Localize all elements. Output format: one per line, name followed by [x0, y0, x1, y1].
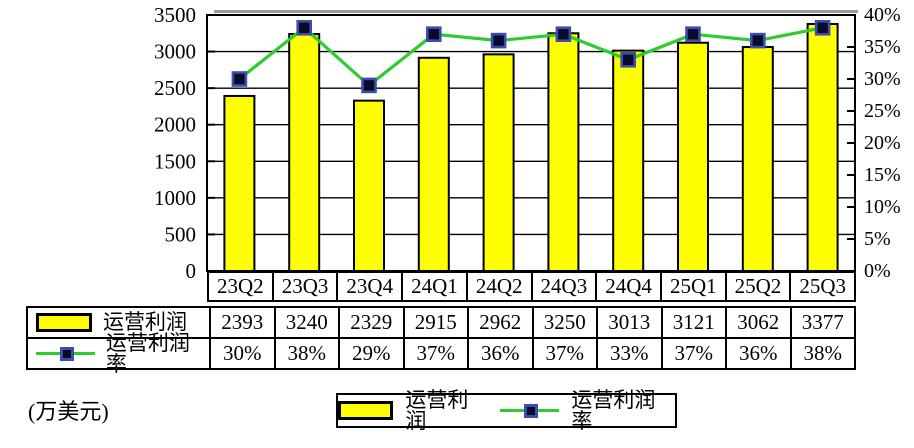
y2-axis-label: 5%	[864, 228, 891, 250]
marker	[749, 32, 766, 49]
table-row-operating-profit: 运营利润 2393 3240 2329 2915 2962 3250 3013 3121 306…	[28, 308, 854, 337]
y-axis-label: 3500	[154, 3, 196, 27]
bar	[741, 46, 774, 272]
table-row-operating-margin: 运营利润率 30% 38% 29% 37% 36% 37% 33% 37% 36% 38%	[28, 332, 854, 374]
x-axis-category-label: 23Q3	[271, 273, 337, 300]
bar-series-key-icon	[338, 401, 394, 420]
table-cell-margin: 38%	[789, 339, 855, 368]
bar	[288, 33, 321, 273]
table-cell-profit: 3062	[725, 308, 790, 337]
y2-axis-label: 20%	[864, 132, 901, 154]
y-axis-label: 1500	[154, 149, 196, 173]
table-cell-margin: 33%	[596, 339, 661, 368]
x-axis-category-label: 23Q4	[336, 273, 401, 300]
table-cell-margin: 29%	[338, 339, 403, 368]
x-axis-label-row: 23Q2 23Q3 23Q4 24Q1 24Q2 24Q3 24Q4 25Q1 25Q2 25Q3	[207, 271, 856, 302]
y-axis-label: 3000	[154, 40, 196, 64]
x-axis-category-label: 25Q3	[789, 273, 854, 300]
table-cell-profit: 2393	[209, 308, 274, 337]
marker	[814, 19, 831, 36]
x-axis-category-label: 24Q1	[401, 273, 466, 300]
y-axis-label: 0	[186, 259, 197, 283]
table-cell-profit: 3121	[660, 308, 726, 337]
bar	[547, 32, 580, 272]
bar	[482, 53, 515, 272]
table-cell-profit: 3250	[531, 308, 597, 337]
table-cell-margin: 37%	[402, 339, 468, 368]
table-cell-profit: 2962	[467, 308, 532, 337]
y-axis-label: 2500	[154, 76, 196, 100]
table-cell-margin: 38%	[273, 339, 339, 368]
series-label: 运营利润率	[105, 330, 190, 376]
legend-line-marker	[524, 403, 539, 418]
trend-line	[238, 25, 823, 88]
y-axis-label: 1000	[154, 186, 196, 210]
x-axis-category-label: 25Q1	[659, 273, 725, 300]
x-axis-category-label: 24Q3	[530, 273, 596, 300]
bar	[677, 41, 709, 272]
x-axis-category-label: 24Q2	[465, 273, 531, 300]
bar	[417, 56, 450, 272]
legend-label-bar: 运营利润	[405, 387, 469, 433]
data-table: 运营利润 2393 3240 2329 2915 2962 3250 3013 3121 306…	[26, 306, 856, 374]
x-axis-category-label: 24Q4	[595, 273, 660, 300]
marker	[425, 26, 442, 43]
y2-axis-label: 25%	[864, 100, 901, 122]
marker	[296, 19, 313, 36]
unit-label: (万美元)	[28, 399, 109, 424]
y2-axis-label: 10%	[864, 196, 901, 218]
table-row-header: 运营利润	[28, 308, 209, 337]
marker	[555, 26, 572, 43]
table-values-row: 2393 3240 2329 2915 2962 3250 3013 3121 3062 3377	[209, 308, 854, 337]
marker	[685, 26, 701, 43]
x-axis-category-label: 25Q2	[724, 273, 790, 300]
bar-series-key-icon	[36, 313, 92, 332]
bar	[612, 49, 645, 272]
marker	[231, 71, 248, 87]
table-cell-profit: 2329	[338, 308, 403, 337]
marker	[620, 51, 637, 68]
table-cell-profit: 3013	[596, 308, 661, 337]
table-cell-profit: 3240	[273, 308, 339, 337]
legend-label-line: 运营利润率	[571, 387, 656, 433]
legend-line-marker	[60, 346, 74, 361]
table-cell-margin: 30%	[209, 339, 274, 368]
bar	[806, 22, 839, 273]
table-cell-margin: 36%	[467, 339, 532, 368]
y2-axis-label: 40%	[864, 4, 901, 26]
y-axis-label: 500	[165, 222, 197, 246]
y2-axis-label: 35%	[864, 36, 901, 58]
line-series-key-icon	[500, 403, 560, 419]
x-axis-category-label: 23Q2	[217, 274, 264, 298]
line-series-key-icon	[36, 346, 95, 362]
marker	[361, 77, 377, 94]
table-cell-margin: 37%	[660, 339, 726, 368]
table-values-row: 30% 38% 29% 37% 36% 37% 33% 37% 36% 38%	[209, 339, 854, 368]
table-cell-profit: 3377	[789, 308, 855, 337]
table-cell-profit: 2915	[402, 308, 468, 337]
bar	[353, 99, 385, 272]
y2-axis-label: 15%	[864, 164, 901, 186]
bar	[223, 94, 256, 272]
y2-axis-label: 30%	[864, 68, 901, 90]
plot-area: 3500 3000 2500 2000 1500 1000 500 0 40% 35% 30% 25%…	[154, 3, 901, 283]
y-axis-label: 2000	[154, 113, 196, 137]
table-cell-margin: 37%	[531, 339, 597, 368]
marker	[490, 32, 507, 49]
legend: 运营利润 运营利润率	[336, 389, 677, 431]
table-cell-margin: 36%	[725, 339, 790, 368]
y2-axis-label: 0%	[864, 260, 891, 282]
table-row-header: 运营利润率	[28, 332, 209, 374]
series-label: 运营利润	[103, 310, 187, 334]
